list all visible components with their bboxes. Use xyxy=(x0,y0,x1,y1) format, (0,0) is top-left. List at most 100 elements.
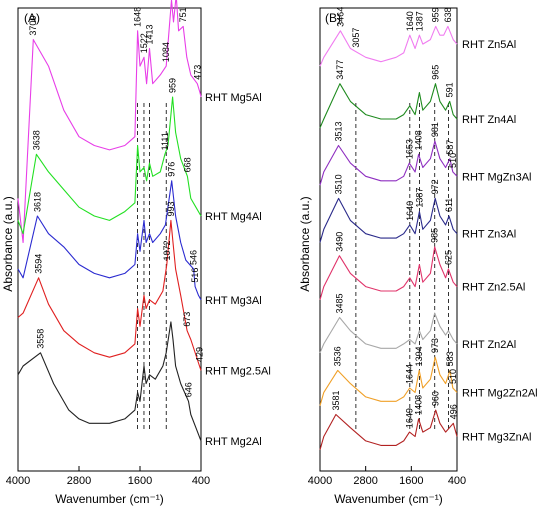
peak-label: 973 xyxy=(430,338,440,353)
peak-label: 1640 xyxy=(405,11,415,31)
series-line xyxy=(319,409,458,450)
peak-label: 673 xyxy=(182,312,192,327)
x-axis-label: Wavenumber (cm⁻¹) xyxy=(55,492,164,506)
y-axis-label: Absorbance (a.u.) xyxy=(298,196,312,291)
peak-label: 1072 xyxy=(162,241,172,261)
peak-label: 583 xyxy=(445,351,455,366)
peak-label: 3536 xyxy=(333,346,343,366)
peak-label: 646 xyxy=(183,382,193,397)
peak-label: 591 xyxy=(445,82,455,97)
series-label: RHT Mg3Al xyxy=(205,295,262,307)
peak-label: 1084 xyxy=(161,42,171,62)
peak-label: 1413 xyxy=(145,24,155,44)
peak-label: 3558 xyxy=(35,329,45,349)
series-label: RHT Zn5Al xyxy=(462,39,516,51)
x-tick-label: 4000 xyxy=(6,475,30,487)
peak-label: 3477 xyxy=(335,60,345,80)
peak-label: 1644 xyxy=(405,364,415,384)
panel-label: (B) xyxy=(325,11,341,25)
peak-label: 751 xyxy=(178,7,188,22)
peak-label: 3618 xyxy=(32,192,42,212)
series-line xyxy=(319,312,458,354)
peak-label: 510 xyxy=(448,369,458,384)
peak-label: 960 xyxy=(431,391,441,406)
plot-frame xyxy=(17,7,202,472)
peak-label: 3464 xyxy=(335,7,345,27)
series-line xyxy=(17,96,202,235)
peak-label: 1394 xyxy=(414,346,424,366)
series-line xyxy=(17,219,202,371)
peak-label: 959 xyxy=(431,7,441,22)
series-label: RHT Zn3Al xyxy=(462,229,516,241)
peak-label: 625 xyxy=(443,250,453,265)
panel-b: 4000 2800 1600 400 Wavenumber (cm⁻¹) Absorban… xyxy=(298,7,538,506)
plot-frame xyxy=(319,7,458,472)
peak-label: 1408 xyxy=(414,130,424,150)
peak-label: 985 xyxy=(430,228,440,243)
peak-label: 3581 xyxy=(331,390,341,410)
series-label: RHT Zn2Al xyxy=(462,339,516,351)
series-line xyxy=(17,321,202,442)
peak-label: 965 xyxy=(430,65,440,80)
series-line xyxy=(319,197,458,243)
peak-label: 1387 xyxy=(414,11,424,31)
peak-label: 587 xyxy=(445,140,455,155)
series-label: RHT Mg5Al xyxy=(205,92,262,104)
x-tick-label: 1600 xyxy=(128,475,152,487)
series-line xyxy=(319,356,458,406)
peak-label: 1111 xyxy=(160,132,170,150)
peak-label: 993 xyxy=(166,201,176,216)
peak-label: 473 xyxy=(192,65,202,80)
series-label: RHT Zn2.5Al xyxy=(462,282,525,294)
peak-label: 611 xyxy=(444,198,454,212)
peak-label: 959 xyxy=(168,78,178,93)
peak-label: 3057 xyxy=(351,28,361,48)
peak-label: 3638 xyxy=(31,130,41,150)
peak-label: 510 xyxy=(448,153,458,168)
peak-label: 429 xyxy=(195,347,205,362)
series-label: RHT Mg3ZnAl xyxy=(462,432,531,444)
peak-label: 1653 xyxy=(404,139,414,159)
series-line xyxy=(319,140,458,186)
peak-label: 1640 xyxy=(405,201,415,221)
peak-label: 3510 xyxy=(334,174,344,194)
series-line xyxy=(319,246,458,300)
peak-label: 3594 xyxy=(34,254,44,274)
panel-label: (A) xyxy=(24,11,40,25)
series-label: RHT Zn4Al xyxy=(462,114,516,126)
series-label: RHT Mg2Zn2Al xyxy=(462,387,538,399)
series-label: RHT Mg2.5Al xyxy=(205,365,271,377)
series-line xyxy=(17,0,202,244)
panel-a: 4000 2800 1600 400 Wavenumber (cm⁻¹) Absorban… xyxy=(1,0,271,506)
peak-label: 516 xyxy=(190,268,200,283)
x-tick-label: 400 xyxy=(448,475,466,487)
peak-label: 981 xyxy=(430,122,440,137)
series-line xyxy=(319,25,458,67)
peak-label: 3513 xyxy=(334,121,344,141)
x-tick-label: 400 xyxy=(192,475,210,487)
peak-label: 1649 xyxy=(404,408,414,428)
x-tick-label: 2800 xyxy=(67,475,91,487)
peak-label: 638 xyxy=(443,7,453,22)
series-line xyxy=(319,83,458,129)
peak-label: 3485 xyxy=(335,293,345,313)
x-axis-label: Wavenumber (cm⁻¹) xyxy=(334,492,443,506)
series-label: RHT Mg4Al xyxy=(205,211,262,223)
peak-label: 1387 xyxy=(414,188,424,208)
peak-label: 1408 xyxy=(414,395,424,415)
peak-label: 496 xyxy=(448,404,458,419)
series-label: RHT MgZn3Al xyxy=(462,171,531,183)
peak-label: 546 xyxy=(189,250,199,265)
peak-label: 1648 xyxy=(133,7,143,27)
x-tick-label: 4000 xyxy=(308,475,332,487)
peak-label: 668 xyxy=(182,157,192,172)
peak-label: 976 xyxy=(167,162,177,177)
series-line xyxy=(17,180,202,301)
peak-label: 3490 xyxy=(334,232,344,252)
x-tick-label: 2800 xyxy=(353,475,377,487)
peak-label: 1522 xyxy=(139,33,149,53)
peak-label: 972 xyxy=(430,179,440,194)
x-tick-label: 1600 xyxy=(399,475,423,487)
peak-label: 3700 xyxy=(28,16,38,36)
